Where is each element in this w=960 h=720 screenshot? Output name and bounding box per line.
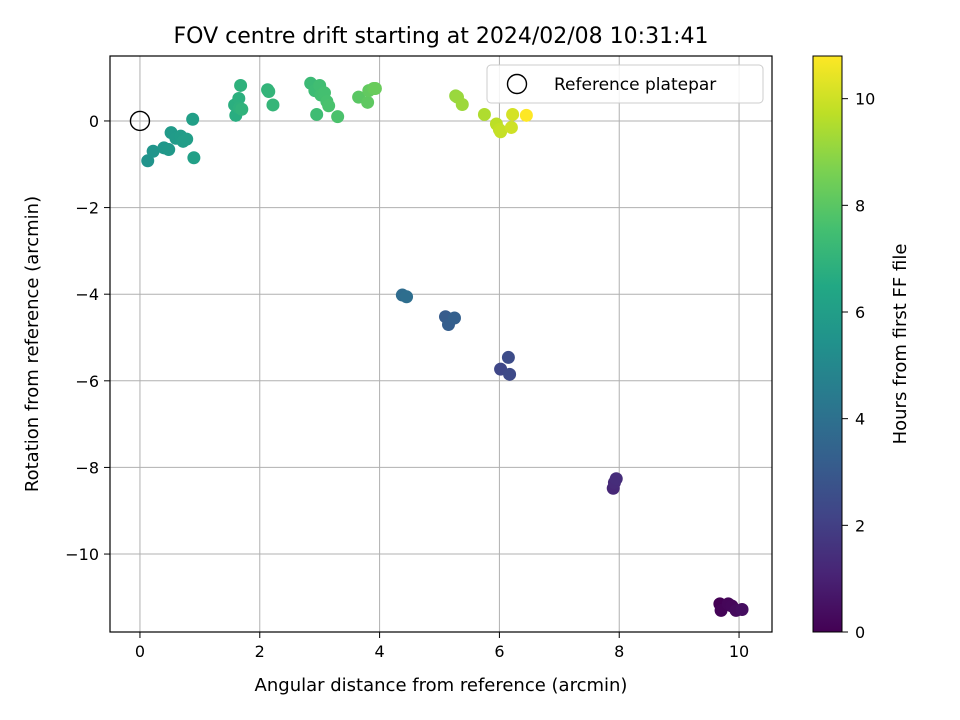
data-point xyxy=(180,132,194,146)
y-tick-label: −4 xyxy=(75,285,99,304)
data-point xyxy=(609,472,623,486)
legend-entry-reference: Reference platepar xyxy=(554,75,716,95)
data-point xyxy=(501,350,515,364)
colorbar-tick-label: 6 xyxy=(855,303,865,322)
x-tick-label: 0 xyxy=(135,642,145,661)
reference-marker xyxy=(129,110,151,132)
data-point xyxy=(262,85,276,99)
x-axis-label: Angular distance from reference (arcmin) xyxy=(255,675,628,696)
x-tick-label: 10 xyxy=(729,642,749,661)
data-point xyxy=(187,151,201,165)
colorbar-tick-label: 10 xyxy=(855,90,875,109)
y-axis-label: Rotation from reference (arcmin) xyxy=(22,196,43,492)
y-tick-label: −2 xyxy=(75,199,99,218)
colorbar-tick-label: 8 xyxy=(855,196,865,215)
data-point xyxy=(234,78,248,92)
chart-title: FOV centre drift starting at 2024/02/08 … xyxy=(174,24,709,49)
x-axis-ticks: 0 2 4 6 8 10 xyxy=(135,632,749,661)
colorbar-tick-label: 0 xyxy=(855,623,865,642)
data-point xyxy=(503,367,517,381)
x-tick-label: 4 xyxy=(374,642,384,661)
data-point xyxy=(235,102,249,116)
data-point xyxy=(310,107,324,121)
y-tick-label: 0 xyxy=(89,112,99,131)
data-point xyxy=(141,154,155,168)
legend: Reference platepar xyxy=(486,64,764,104)
y-axis-ticks: 0 −2 −4 −6 −8 −10 xyxy=(65,112,110,564)
y-tick-label: −10 xyxy=(65,545,99,564)
data-point xyxy=(735,602,749,616)
data-point xyxy=(232,91,246,105)
reference-marker-group xyxy=(129,110,151,132)
data-point xyxy=(331,110,345,124)
legend-box xyxy=(486,64,764,104)
plot-frame xyxy=(109,55,773,633)
data-point xyxy=(186,112,200,126)
data-point xyxy=(455,98,469,112)
scatter-points xyxy=(141,76,749,617)
data-point xyxy=(361,95,375,109)
data-point xyxy=(477,107,491,121)
data-point xyxy=(322,99,336,113)
y-tick-label: −6 xyxy=(75,372,99,391)
colorbar-tick-label: 4 xyxy=(855,410,865,429)
x-tick-label: 2 xyxy=(255,642,265,661)
colorbar xyxy=(812,55,843,633)
grid-lines xyxy=(110,56,772,632)
data-point xyxy=(494,125,508,139)
colorbar-label: Hours from first FF file xyxy=(890,244,911,445)
data-point xyxy=(162,143,176,157)
colorbar-ticks: 0 2 4 6 8 10 xyxy=(842,90,875,642)
colorbar-tick-label: 2 xyxy=(855,516,865,535)
data-point xyxy=(447,311,461,325)
data-point xyxy=(519,108,533,122)
data-point xyxy=(146,144,160,158)
legend-marker xyxy=(506,73,528,95)
data-point xyxy=(400,290,414,304)
y-tick-label: −8 xyxy=(75,458,99,477)
x-tick-label: 8 xyxy=(614,642,624,661)
data-point xyxy=(506,107,520,121)
data-point xyxy=(266,98,280,112)
data-point xyxy=(504,120,518,134)
data-point xyxy=(368,81,382,95)
x-tick-label: 6 xyxy=(494,642,504,661)
